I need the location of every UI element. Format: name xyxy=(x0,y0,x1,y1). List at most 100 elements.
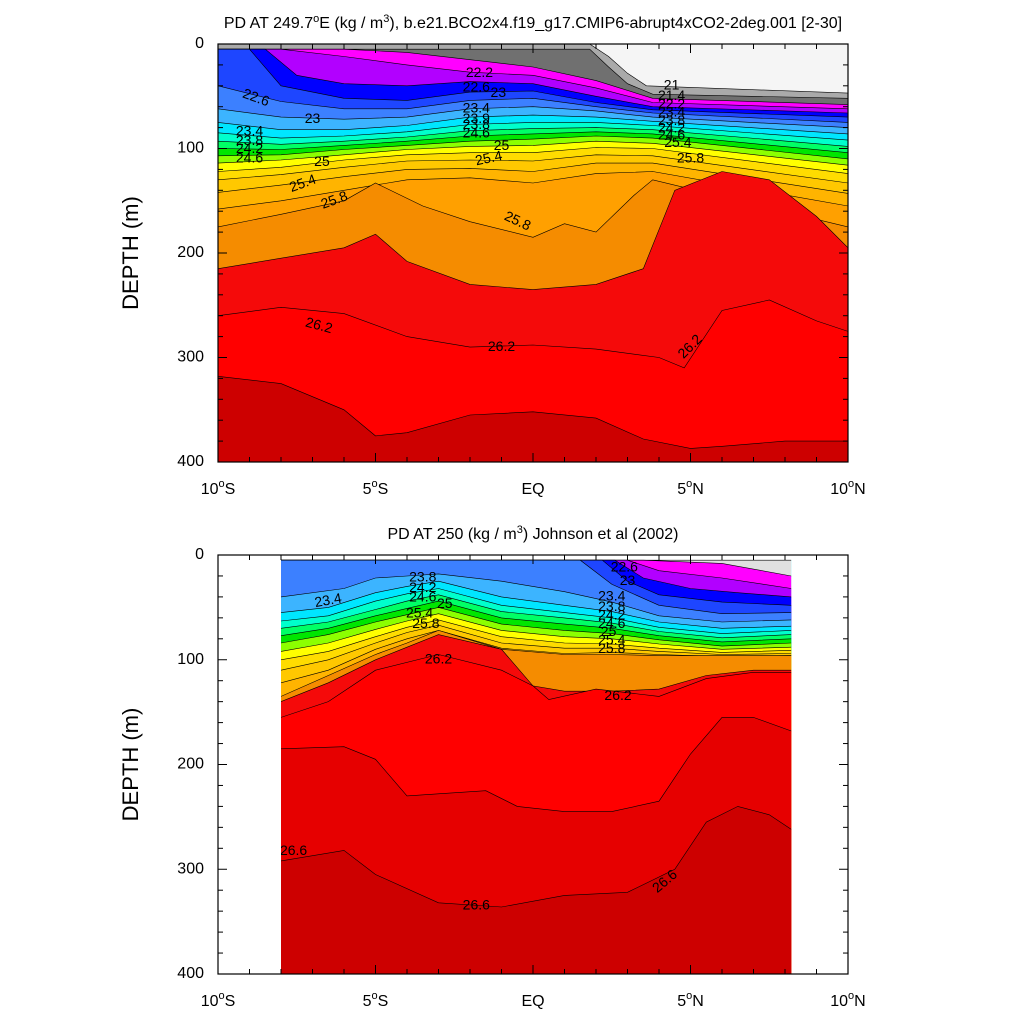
contour-line xyxy=(218,85,848,123)
y-tick-label: 100 xyxy=(177,140,204,157)
x-tick-label: 5oS xyxy=(363,478,389,498)
contour-label: 23.9 xyxy=(463,110,490,126)
x-tick-label: 10oN xyxy=(830,478,865,498)
contour-label: 23.8 xyxy=(409,569,436,585)
contour-label: 23.4 xyxy=(658,104,685,120)
contour-label: 24.2 xyxy=(409,579,436,595)
contour-label: 23.8 xyxy=(236,132,263,148)
panel-observations: 23.423.824.224.6 2525.425.826.222.62323.4… xyxy=(118,524,866,1010)
contour-line xyxy=(218,162,848,194)
contour-label: 23.4 xyxy=(463,99,490,115)
contour-line xyxy=(218,48,848,105)
contour-label: 24.2 xyxy=(598,606,625,622)
contour-label: 25 xyxy=(601,623,617,639)
contour-line xyxy=(281,594,792,639)
contour-label: 25 xyxy=(437,595,453,611)
contour-label: 24.6 xyxy=(658,127,685,143)
contour-label: 25.4 xyxy=(664,134,691,150)
contour-label: 25.8 xyxy=(677,150,704,166)
x-tick-label: 5oN xyxy=(677,478,704,498)
contour-label: 22.6 xyxy=(463,79,490,95)
contour-line xyxy=(218,179,848,238)
contour-band xyxy=(218,376,848,462)
contour-label: 26.2 xyxy=(304,314,335,337)
contour-line xyxy=(218,127,848,147)
contour-label: 25.4 xyxy=(406,604,433,620)
contour-line xyxy=(218,48,848,110)
chart-title: PD AT 249.7oE (kg / m3), b.e21.BCO2x4.f1… xyxy=(224,13,842,32)
contour-line xyxy=(281,607,792,647)
contour-label: 21 xyxy=(664,77,680,93)
y-tick-label: 400 xyxy=(177,453,204,470)
contour-label: 25.8 xyxy=(412,615,439,631)
contour-label: 24.2 xyxy=(236,140,263,156)
contour-label: 26.2 xyxy=(425,650,452,666)
contour-line xyxy=(218,147,848,174)
contour-line xyxy=(218,299,848,369)
x-tick-label: 10oS xyxy=(201,478,236,498)
contour-label: 25 xyxy=(494,137,510,153)
contour-label: 23.4 xyxy=(598,588,625,604)
y-tick-label: 300 xyxy=(177,860,204,877)
contour-line xyxy=(218,131,848,153)
y-axis-label: DEPTH (m) xyxy=(118,196,143,310)
contour-line xyxy=(218,122,848,141)
contour-label: 25.4 xyxy=(598,632,625,648)
contour-label: 22.6 xyxy=(611,558,638,574)
contour-label: 21.4 xyxy=(658,87,685,103)
contour-band xyxy=(281,806,792,974)
contour-label: 23 xyxy=(305,110,321,126)
contour-line xyxy=(281,600,792,643)
x-tick-label: EQ xyxy=(521,481,544,498)
contour-line xyxy=(281,717,792,812)
contour-line xyxy=(218,376,848,449)
x-tick-label: EQ xyxy=(521,993,544,1010)
contour-line xyxy=(218,171,848,290)
chart-title: PD AT 250 (kg / m3) Johnson et al (2002) xyxy=(387,524,678,543)
contour-line xyxy=(218,140,848,166)
y-tick-label: 200 xyxy=(177,244,204,261)
y-tick-label: 0 xyxy=(195,546,204,563)
contour-label: 24.6 xyxy=(463,125,490,141)
x-tick-label: 5oS xyxy=(363,990,389,1010)
contour-label: 23.4 xyxy=(313,590,343,611)
x-tick-label: 5oN xyxy=(677,990,704,1010)
contour-label: 24.6 xyxy=(236,150,263,166)
contour-label: 24.6 xyxy=(409,589,436,605)
y-tick-label: 0 xyxy=(195,35,204,52)
contour-label: 26.6 xyxy=(280,842,307,858)
contour-line xyxy=(218,106,848,128)
contour-line xyxy=(281,559,792,615)
contour-line xyxy=(218,48,848,118)
contour-line xyxy=(281,580,792,629)
contour-label: 23 xyxy=(620,572,636,588)
contour-band xyxy=(218,300,848,462)
contour-line xyxy=(218,171,848,210)
y-tick-label: 400 xyxy=(177,965,204,982)
contour-label: 23.8 xyxy=(463,116,490,132)
contour-fill: 23.423.824.224.6 2525.425.826.222.62323.4… xyxy=(280,555,792,974)
contour-label: 23.8 xyxy=(598,598,625,614)
contour-line xyxy=(281,613,792,652)
contour-line xyxy=(281,573,792,623)
contour-label: 24.2 xyxy=(658,119,685,135)
contour-label: 22.2 xyxy=(658,95,685,111)
contour-line xyxy=(218,154,848,184)
contour-line xyxy=(281,619,792,661)
contour-label: 26.2 xyxy=(488,338,515,354)
contour-label: 22.2 xyxy=(466,64,493,80)
y-tick-label: 100 xyxy=(177,651,204,668)
y-axis-label: DEPTH (m) xyxy=(118,708,143,822)
contour-line xyxy=(218,114,848,135)
contour-line xyxy=(218,48,848,99)
contour-label: 23.4 xyxy=(236,122,263,138)
contour-line xyxy=(281,624,792,671)
contour-label: 26.6 xyxy=(463,897,490,913)
contour-label: 26.2 xyxy=(604,687,631,703)
x-tick-label: 10oS xyxy=(201,990,236,1010)
contour-line xyxy=(218,135,848,160)
contour-line xyxy=(281,630,792,684)
